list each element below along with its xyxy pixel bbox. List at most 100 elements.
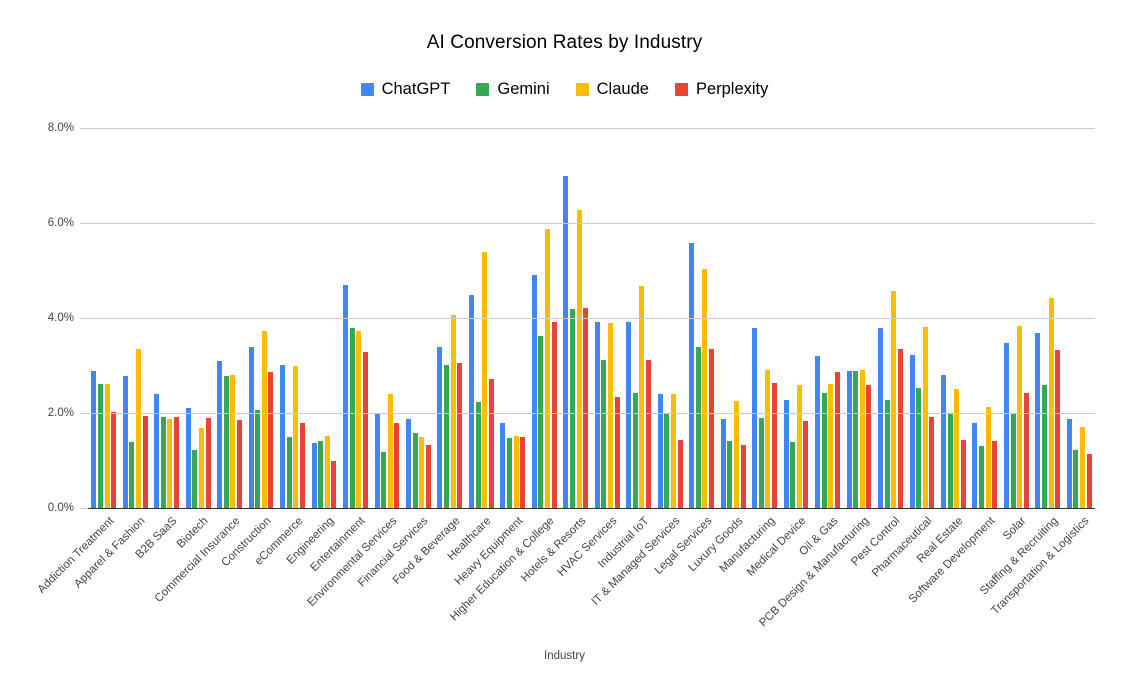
bar[interactable] bbox=[394, 422, 400, 508]
bar[interactable] bbox=[280, 364, 286, 508]
bar[interactable] bbox=[160, 416, 166, 508]
bar[interactable] bbox=[909, 355, 915, 508]
bar[interactable] bbox=[1086, 453, 1092, 508]
bar[interactable] bbox=[381, 451, 387, 508]
bar[interactable] bbox=[639, 285, 645, 508]
bar[interactable] bbox=[91, 371, 97, 508]
bar[interactable] bbox=[1080, 427, 1086, 508]
bar[interactable] bbox=[1048, 298, 1054, 508]
bar[interactable] bbox=[646, 359, 652, 508]
bar[interactable] bbox=[185, 408, 191, 508]
bar[interactable] bbox=[1035, 333, 1041, 508]
legend-item-chatgpt[interactable]: ChatGPT bbox=[360, 80, 450, 99]
bar[interactable] bbox=[97, 383, 103, 508]
bar[interactable] bbox=[765, 370, 771, 508]
bar[interactable] bbox=[803, 420, 809, 508]
bar[interactable] bbox=[192, 450, 198, 508]
bar[interactable] bbox=[632, 393, 638, 508]
bar[interactable] bbox=[670, 394, 676, 508]
bar[interactable] bbox=[846, 371, 852, 508]
bar[interactable] bbox=[576, 209, 582, 508]
bar[interactable] bbox=[1003, 342, 1009, 508]
bar[interactable] bbox=[538, 336, 544, 508]
bar[interactable] bbox=[626, 321, 632, 508]
bar[interactable] bbox=[727, 440, 733, 508]
bar[interactable] bbox=[318, 440, 324, 508]
bar[interactable] bbox=[482, 252, 488, 508]
bar[interactable] bbox=[657, 394, 663, 508]
legend-item-gemini[interactable]: Gemini bbox=[476, 80, 550, 99]
bar[interactable] bbox=[821, 393, 827, 508]
bar[interactable] bbox=[545, 228, 551, 508]
bar[interactable] bbox=[677, 439, 683, 508]
bar[interactable] bbox=[929, 416, 935, 508]
bar[interactable] bbox=[457, 362, 463, 508]
bar[interactable] bbox=[979, 446, 985, 508]
bar[interactable] bbox=[594, 321, 600, 508]
bar[interactable] bbox=[859, 370, 865, 508]
bar[interactable] bbox=[513, 435, 519, 508]
bar[interactable] bbox=[311, 442, 317, 508]
bar[interactable] bbox=[733, 400, 739, 508]
bar[interactable] bbox=[790, 441, 796, 508]
bar[interactable] bbox=[551, 321, 557, 508]
bar[interactable] bbox=[268, 372, 274, 508]
bar[interactable] bbox=[940, 375, 946, 508]
legend-item-claude[interactable]: Claude bbox=[575, 80, 649, 99]
bar[interactable] bbox=[569, 308, 575, 508]
bar[interactable] bbox=[709, 349, 715, 508]
bar[interactable] bbox=[488, 378, 494, 508]
bar[interactable] bbox=[878, 327, 884, 508]
bar[interactable] bbox=[129, 442, 135, 508]
bar[interactable] bbox=[217, 360, 223, 508]
bar[interactable] bbox=[419, 436, 425, 508]
bar[interactable] bbox=[406, 418, 412, 508]
bar[interactable] bbox=[689, 242, 695, 508]
bar[interactable] bbox=[387, 394, 393, 508]
bar[interactable] bbox=[960, 439, 966, 508]
bar[interactable] bbox=[954, 389, 960, 508]
bar[interactable] bbox=[286, 436, 292, 508]
bar[interactable] bbox=[520, 436, 526, 508]
bar[interactable] bbox=[947, 413, 953, 508]
bar[interactable] bbox=[664, 413, 670, 508]
bar[interactable] bbox=[601, 359, 607, 508]
bar[interactable] bbox=[349, 328, 355, 508]
bar[interactable] bbox=[111, 412, 117, 508]
bar[interactable] bbox=[255, 410, 261, 508]
bar[interactable] bbox=[437, 347, 443, 508]
bar[interactable] bbox=[475, 401, 481, 508]
bar[interactable] bbox=[563, 176, 569, 508]
bar[interactable] bbox=[507, 437, 513, 508]
bar[interactable] bbox=[897, 349, 903, 508]
bar[interactable] bbox=[198, 428, 204, 508]
bar[interactable] bbox=[135, 349, 141, 508]
bar[interactable] bbox=[531, 275, 537, 508]
bar[interactable] bbox=[583, 307, 589, 508]
bar[interactable] bbox=[223, 375, 229, 508]
bar[interactable] bbox=[796, 385, 802, 508]
bar[interactable] bbox=[362, 352, 368, 508]
bar[interactable] bbox=[608, 322, 614, 508]
bar[interactable] bbox=[174, 416, 180, 508]
bar[interactable] bbox=[261, 331, 267, 508]
bar[interactable] bbox=[324, 435, 330, 508]
bar[interactable] bbox=[720, 418, 726, 508]
legend-item-perplexity[interactable]: Perplexity bbox=[674, 80, 768, 99]
bar[interactable] bbox=[230, 375, 236, 508]
bar[interactable] bbox=[985, 407, 991, 508]
bar[interactable] bbox=[752, 327, 758, 508]
bar[interactable] bbox=[1066, 418, 1072, 508]
bar[interactable] bbox=[891, 291, 897, 508]
bar[interactable] bbox=[1023, 393, 1029, 508]
bar[interactable] bbox=[614, 396, 620, 508]
bar[interactable] bbox=[702, 268, 708, 508]
bar[interactable] bbox=[237, 419, 242, 508]
bar[interactable] bbox=[1055, 350, 1061, 508]
bar[interactable] bbox=[356, 331, 362, 508]
bar[interactable] bbox=[1073, 450, 1079, 508]
bar[interactable] bbox=[167, 418, 173, 508]
bar[interactable] bbox=[884, 399, 890, 508]
bar[interactable] bbox=[1010, 413, 1016, 508]
bar[interactable] bbox=[205, 417, 211, 508]
